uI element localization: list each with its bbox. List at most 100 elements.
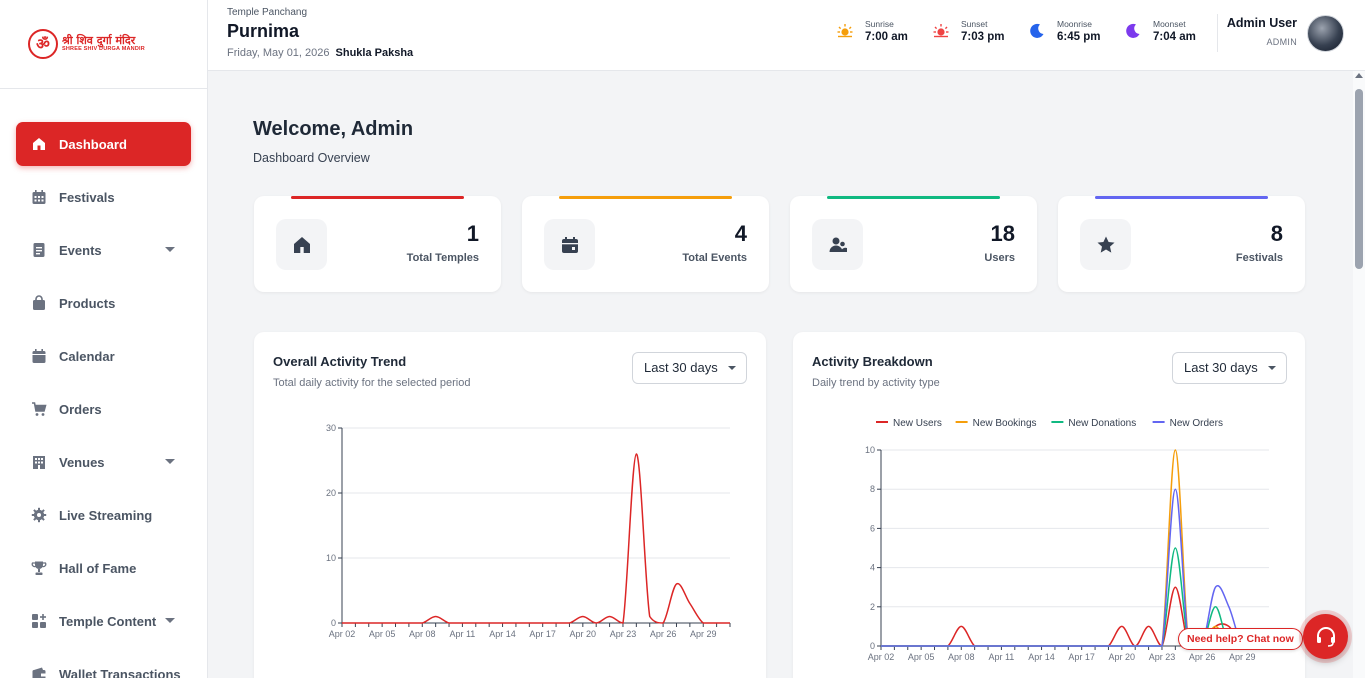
sunrise-time: 7:00 am xyxy=(865,31,908,43)
range-select-value: Last 30 days xyxy=(1184,360,1258,375)
range-select[interactable]: Last 30 days xyxy=(632,352,747,384)
legend-label: New Users xyxy=(893,418,942,429)
sidebar-item-venues[interactable]: Venues xyxy=(16,440,191,484)
x-tick-label: Apr 11 xyxy=(449,629,475,639)
gear-icon xyxy=(30,507,47,524)
chevron-down-icon[interactable] xyxy=(165,459,175,464)
home-icon xyxy=(30,136,47,153)
sidebar-item-label: Calendar xyxy=(59,348,115,364)
sidebar-item-calendar[interactable]: Calendar xyxy=(16,334,191,378)
chevron-down-icon xyxy=(728,366,736,370)
sidebar-item-events[interactable]: Events xyxy=(16,228,191,272)
grid-plus-icon xyxy=(30,613,47,630)
sunset-icon xyxy=(933,24,949,38)
brand-area: ॐ श्री शिव दुर्गा मंदिर SHREE SHIV DURGA… xyxy=(0,0,207,89)
moonset-label: Moonset xyxy=(1153,19,1186,29)
x-tick-label: Apr 08 xyxy=(409,629,436,639)
sidebar-item-label: Orders xyxy=(59,401,102,417)
x-tick-label: Apr 23 xyxy=(1149,652,1176,662)
sidebar-item-label: Temple Content xyxy=(59,613,157,629)
stat-accent-bar xyxy=(827,196,1000,199)
chevron-down-icon[interactable] xyxy=(165,618,175,623)
legend-label: New Donations xyxy=(1068,418,1136,429)
panchang-label: Temple Panchang xyxy=(227,7,308,18)
chart-title: Activity Breakdown xyxy=(812,354,933,369)
sidebar-item-live-streaming[interactable]: Live Streaming xyxy=(16,493,191,537)
x-tick-label: Apr 20 xyxy=(1109,652,1136,662)
chevron-down-icon[interactable] xyxy=(165,247,175,252)
x-tick-label: Apr 17 xyxy=(1068,652,1095,662)
stat-accent-bar xyxy=(559,196,732,199)
sidebar-item-temple-content[interactable]: Temple Content xyxy=(16,599,191,643)
sidebar-item-label: Hall of Fame xyxy=(59,560,137,576)
stat-card-temples[interactable]: 1 Total Temples xyxy=(254,196,501,292)
user-role: ADMIN xyxy=(1266,37,1297,47)
logo-english-text: SHREE SHIV DURGA MANDIR xyxy=(62,45,145,52)
range-select[interactable]: Last 30 days xyxy=(1172,352,1287,384)
stat-card-users[interactable]: 18 Users xyxy=(790,196,1037,292)
sidebar-item-label: Venues xyxy=(59,454,105,470)
logo-hindi-text: श्री शिव दुर्गा मंदिर xyxy=(62,34,136,48)
moonrise-icon xyxy=(1030,23,1044,38)
activity-trend-chart: 0 10 20 30 Apr 02 Apr 05 Apr 08 Apr 11 Apr 14 Apr… xyxy=(326,423,731,639)
sidebar-item-products[interactable]: Products xyxy=(16,281,191,325)
x-tick-label: Apr 11 xyxy=(988,652,1014,662)
y-tick-label: 2 xyxy=(870,602,875,612)
temple-icon xyxy=(276,219,327,270)
x-tick-label: Apr 26 xyxy=(1189,652,1216,662)
sunrise-label: Sunrise xyxy=(865,19,894,29)
calendar-icon xyxy=(544,219,595,270)
sidebar-item-hall-of-fame[interactable]: Hall of Fame xyxy=(16,546,191,590)
avatar[interactable] xyxy=(1307,15,1344,52)
help-chat-button[interactable] xyxy=(1303,614,1348,659)
sidebar-item-wallet-transactions[interactable]: Wallet Transactions xyxy=(16,652,191,678)
stat-card-events[interactable]: 4 Total Events xyxy=(522,196,769,292)
y-tick-label: 20 xyxy=(326,488,336,498)
sidebar-item-label: Dashboard xyxy=(59,136,127,152)
om-icon: ॐ xyxy=(28,29,58,59)
scroll-up-arrow[interactable] xyxy=(1355,73,1363,78)
sidebar-item-label: Products xyxy=(59,295,116,311)
x-tick-label: Apr 17 xyxy=(529,629,556,639)
moonset-info: Moonset 7:04 am xyxy=(1124,19,1196,43)
stat-value: 8 xyxy=(1270,221,1283,246)
scrollbar-thumb[interactable] xyxy=(1355,89,1363,269)
y-tick-label: 30 xyxy=(326,423,336,433)
users-icon xyxy=(812,219,863,270)
sidebar-item-dashboard[interactable]: Dashboard xyxy=(16,122,191,166)
sunrise-info: Sunrise 7:00 am xyxy=(836,19,908,43)
sunrise-icon xyxy=(837,24,853,38)
activity-trend-card: Overall Activity Trend Total daily activ… xyxy=(254,332,766,678)
stat-label: Total Temples xyxy=(406,252,479,264)
user-name[interactable]: Admin User xyxy=(1226,16,1297,30)
x-tick-label: Apr 26 xyxy=(650,629,677,639)
y-tick-label: 0 xyxy=(331,618,336,628)
panchang-date-line: Friday, May 01, 2026 Shukla Paksha xyxy=(227,47,413,59)
shopping-bag-icon xyxy=(30,295,47,312)
moonrise-info: Moonrise 6:45 pm xyxy=(1028,19,1100,43)
sidebar-item-label: Festivals xyxy=(59,189,115,205)
y-tick-label: 4 xyxy=(870,563,875,573)
help-chat-pill[interactable]: Need help? Chat now xyxy=(1178,628,1303,650)
stat-card-festivals[interactable]: 8 Festivals xyxy=(1058,196,1305,292)
x-tick-label: Apr 02 xyxy=(329,629,356,639)
x-tick-label: Apr 14 xyxy=(489,629,516,639)
chevron-down-icon xyxy=(1268,366,1276,370)
chart-title: Overall Activity Trend xyxy=(273,354,407,369)
sidebar-item-festivals[interactable]: Festivals xyxy=(16,175,191,219)
star-icon xyxy=(1080,219,1131,270)
sidebar-item-orders[interactable]: Orders xyxy=(16,387,191,431)
legend-label: New Orders xyxy=(1170,418,1223,429)
activity-breakdown-chart: 0 2 4 6 8 10 Apr 02 Apr 05 Apr 08 Apr 11 Apr 14 Apr… xyxy=(865,418,1270,662)
stat-label: Users xyxy=(984,252,1015,264)
x-tick-label: Apr 23 xyxy=(610,629,637,639)
tithi-title: Purnima xyxy=(227,21,300,41)
activity-breakdown-card: Activity Breakdown Daily trend by activi… xyxy=(793,332,1305,678)
header-divider xyxy=(1217,14,1218,52)
x-tick-label: Apr 14 xyxy=(1028,652,1055,662)
x-tick-label: Apr 08 xyxy=(948,652,975,662)
temple-logo[interactable]: ॐ श्री शिव दुर्गा मंदिर SHREE SHIV DURGA… xyxy=(28,29,145,59)
stat-accent-bar xyxy=(291,196,464,199)
page-subtitle: Dashboard Overview xyxy=(253,151,370,165)
stat-label: Total Events xyxy=(682,252,747,264)
